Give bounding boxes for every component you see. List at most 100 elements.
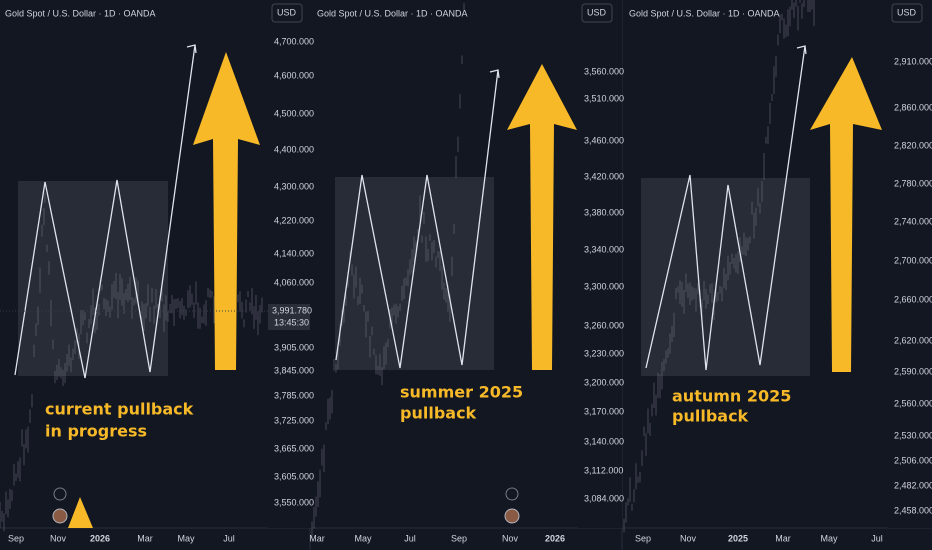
price-label: 4,220.000 [274,215,314,225]
price-label: 3,230.000 [584,348,624,358]
annotation-text: pullback [400,404,477,423]
price-label: 3,845.000 [274,365,314,375]
time-label: May [177,533,195,543]
price-label: 2,820.000 [894,140,932,150]
price-label: 3,460.000 [584,135,624,145]
time-label: Jul [871,533,883,543]
price-label: 2,780.000 [894,178,932,188]
time-label: May [820,533,838,543]
price-label: 3,340.000 [584,244,624,254]
annotation-text: pullback [672,407,749,426]
price-label: 4,140.000 [274,248,314,258]
price-label: 4,700.000 [274,36,314,46]
price-label: 3,725.000 [274,415,314,425]
time-label: Jul [404,533,416,543]
time-label: Nov [502,533,519,543]
annotation-text: current pullback [45,400,194,419]
currency-box [271,3,303,23]
yellow-arrow [193,52,260,370]
time-label: 2026 [545,533,565,543]
price-label: 3,605.000 [274,471,314,481]
time-label: Sep [635,533,651,543]
zigzag-path [645,45,806,371]
last-price-box [268,304,310,330]
zigzag-path [335,69,499,369]
time-label: Jul [223,533,235,543]
price-label: 3,300.000 [584,281,624,291]
price-label: 3,084.000 [584,493,624,503]
price-label: 2,506.000 [894,455,932,465]
price-label: 3,260.000 [584,320,624,330]
time-label: Sep [8,533,24,543]
chart-panel: current pullback in progress Gold Spot / U… [0,0,314,543]
price-label: 3,112.000 [584,465,623,475]
price-label: 3,550.000 [274,497,314,507]
price-label: 4,600.000 [274,70,314,80]
price-label: 3,200.000 [584,377,624,387]
annotation-text: in progress [45,422,147,441]
chart-panel: summer 2025 pullback Gold Spot / U.S. Doll… [309,0,624,543]
price-label: 2,740.000 [894,216,932,226]
yellow-arrow [810,57,882,372]
price-label: 2,910.000 [894,56,932,66]
price-label: 3,905.000 [274,342,314,352]
price-label: 2,458.000 [894,505,932,515]
time-label: 2026 [90,533,110,543]
time-label: Nov [680,533,697,543]
chart-title: Gold Spot / U.S. Dollar · 1D · OANDA [629,8,780,18]
yellow-arrow [507,64,577,370]
currency-box [581,3,613,23]
time-label: Nov [50,533,67,543]
price-label: 2,660.000 [894,294,932,304]
price-label: 3,380.000 [584,207,624,217]
price-label: 3,560.000 [584,66,624,76]
price-axis [888,0,932,528]
price-label: 3,785.000 [274,390,314,400]
price-label: 3,140.000 [584,436,624,446]
price-label: 4,060.000 [274,277,314,287]
countdown: 13:45:30 [274,317,309,327]
price-label: 4,300.000 [274,181,314,191]
time-label: May [354,533,372,543]
price-label: 3,420.000 [584,171,624,181]
annotation-text: autumn 2025 [672,387,791,406]
annotation-text: summer 2025 [400,383,523,402]
yellow-marker [68,497,93,528]
range-box [18,181,168,376]
currency-label: USD [897,7,917,17]
arrow-head [489,69,500,79]
last-price: 3,991.780 [272,305,312,315]
event-icon [504,508,520,524]
event-icon [505,487,519,501]
price-label: 2,560.000 [894,398,932,408]
price-label: 4,500.000 [274,108,314,118]
price-label: 3,170.000 [584,406,624,416]
time-label: Mar [137,533,153,543]
event-icon [52,508,68,524]
time-label: 2025 [728,533,748,543]
event-icon [53,487,67,501]
price-label: 2,620.000 [894,335,932,345]
price-label: 2,700.000 [894,255,932,265]
arrow-head [796,45,807,55]
time-label: Mar [775,533,791,543]
range-box [335,177,494,370]
price-label: 4,400.000 [274,144,314,154]
price-label: 3,665.000 [274,443,314,453]
price-label: 2,530.000 [894,430,932,440]
price-label: 2,860.000 [894,102,932,112]
arrow-head [186,44,197,54]
currency-label: USD [277,7,297,17]
zigzag-path [14,44,196,379]
time-label: Mar [309,533,325,543]
price-label: 3,510.000 [584,93,624,103]
price-label: 2,590.000 [894,366,932,376]
currency-box [891,3,923,23]
currency-label: USD [587,7,607,17]
time-label: Sep [451,533,467,543]
price-axis [268,0,312,528]
chart-title: Gold Spot / U.S. Dollar · 1D · OANDA [5,8,156,18]
